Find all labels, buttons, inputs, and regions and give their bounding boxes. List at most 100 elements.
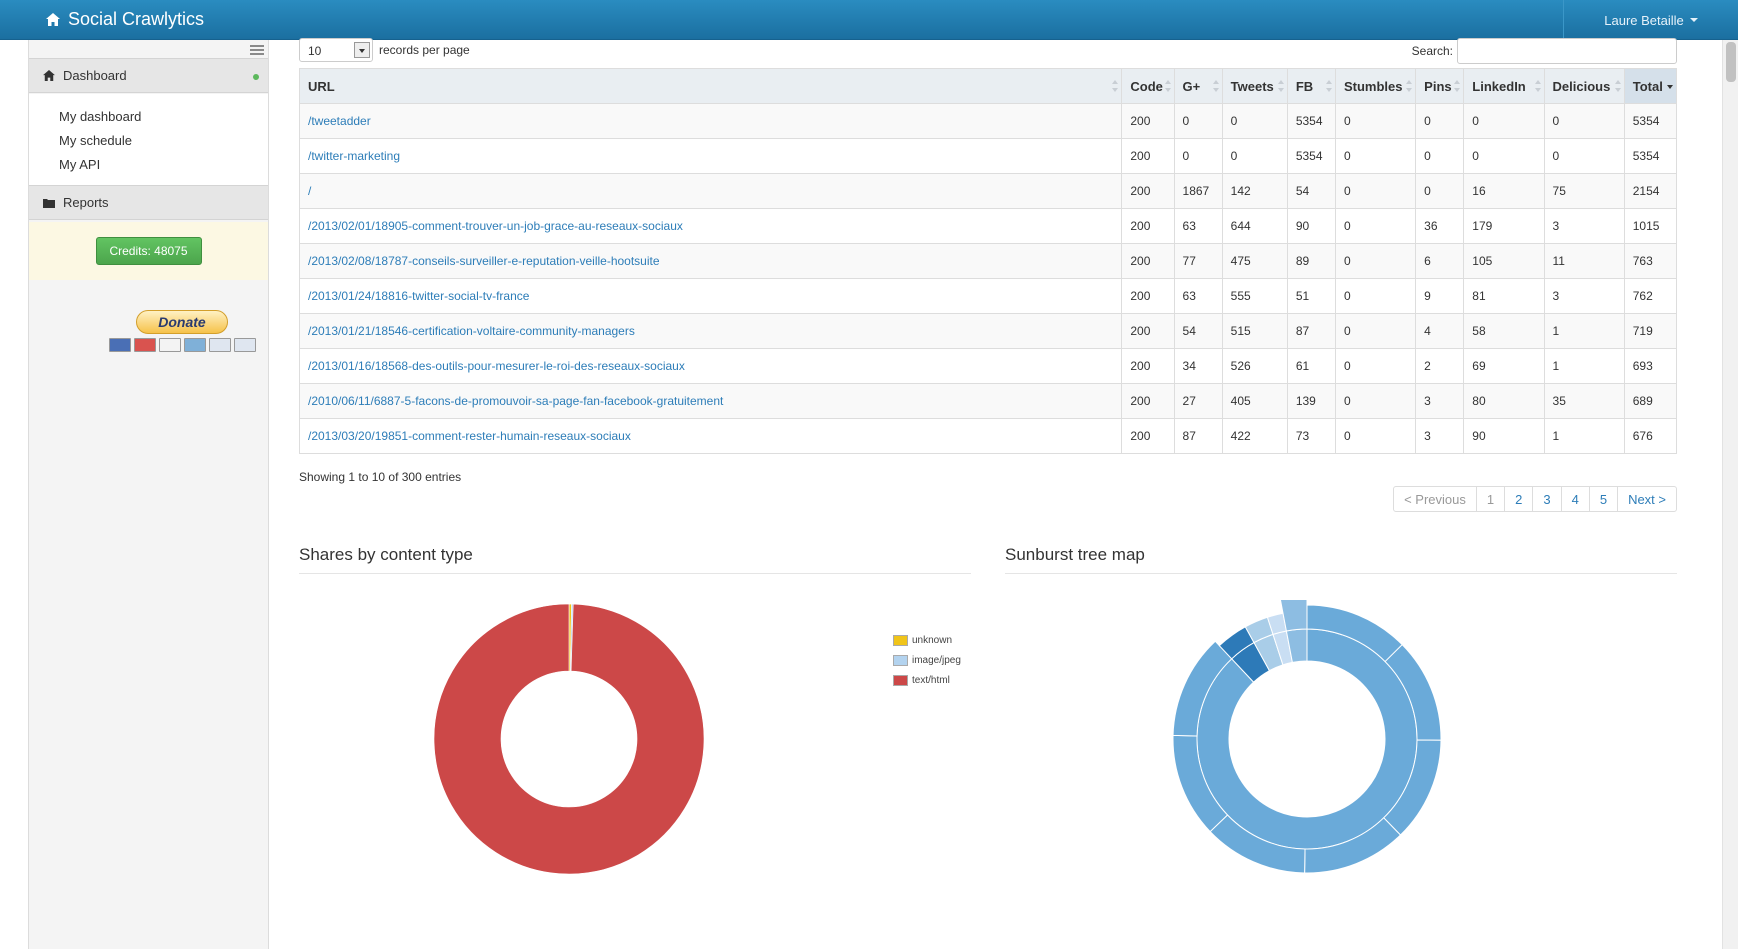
- table-row: /2013/02/08/18787-conseils-surveiller-e-…: [298, 243, 1678, 279]
- url-link[interactable]: /2013/03/20/19851-comment-rester-humain-…: [308, 429, 631, 443]
- url-link[interactable]: /2013/01/24/18816-twitter-social-tv-fran…: [308, 289, 530, 303]
- search-input[interactable]: [1457, 38, 1677, 64]
- url-link[interactable]: /: [308, 184, 312, 198]
- url-link[interactable]: /2013/01/16/18568-des-outils-pour-mesure…: [308, 359, 685, 373]
- page-scrollbar[interactable]: [1722, 40, 1738, 949]
- metric-cell: 63: [1173, 208, 1223, 244]
- page-1-current[interactable]: 1: [1475, 487, 1504, 511]
- page-3[interactable]: 3: [1532, 487, 1560, 511]
- column-header-pins[interactable]: Pins: [1415, 68, 1465, 104]
- legend-item[interactable]: image/jpeg: [893, 650, 961, 670]
- metric-cell: 1867: [1173, 173, 1223, 209]
- link-my-api[interactable]: My API: [59, 157, 101, 172]
- column-header-total[interactable]: Total: [1623, 68, 1678, 104]
- metric-cell: 5354: [1286, 103, 1336, 139]
- home-icon: [43, 70, 55, 81]
- sort-icon: [1164, 80, 1171, 92]
- url-link[interactable]: /2013/02/01/18905-comment-trouver-un-job…: [308, 219, 683, 233]
- status-dot-icon: [253, 74, 259, 80]
- sidebar-item-reports[interactable]: Reports: [29, 185, 268, 220]
- column-header-stumbles[interactable]: Stumbles: [1334, 68, 1417, 104]
- metric-cell: 75: [1543, 173, 1625, 209]
- legend-item[interactable]: unknown: [893, 630, 961, 650]
- search-label: Search:: [1411, 44, 1453, 58]
- table-body: /tweetadder 200 0 0 5354 0 0 0 0 5354/twitter-mar…: [298, 103, 1678, 454]
- table-search: Search:: [1412, 38, 1677, 64]
- column-header-delicious[interactable]: Delicious: [1543, 68, 1625, 104]
- shares-legend: unknown image/jpeg text/html: [893, 630, 961, 690]
- sort-icon: [1614, 80, 1621, 92]
- dashboard-submenu: My dashboard My schedule My API: [29, 94, 268, 185]
- metric-cell: 34: [1173, 348, 1223, 384]
- page-2[interactable]: 2: [1504, 487, 1532, 511]
- column-header-fb[interactable]: FB: [1286, 68, 1336, 104]
- metric-cell: 105: [1463, 243, 1545, 279]
- donate-button[interactable]: Donate: [136, 310, 228, 334]
- metric-cell: 51: [1286, 278, 1336, 314]
- sunburst-chart: [1172, 600, 1442, 874]
- sort-icon: [1406, 80, 1413, 92]
- metric-cell: 0: [1334, 103, 1417, 139]
- user-menu[interactable]: Laure Betaille: [1563, 0, 1738, 40]
- table-header-row: URL Code G+ Tweets FB Stumbles Pins LinkedIn Del…: [298, 68, 1678, 104]
- metric-cell: 200: [1121, 278, 1175, 314]
- column-header-label: FB: [1295, 78, 1314, 94]
- metric-cell: 179: [1463, 208, 1545, 244]
- credits-button[interactable]: Credits: 48075: [95, 237, 202, 265]
- column-header-linkedin[interactable]: LinkedIn: [1463, 68, 1545, 104]
- metric-cell: 644: [1221, 208, 1288, 244]
- sort-icon: [1534, 80, 1541, 92]
- brand-link[interactable]: Social Crawlytics: [46, 9, 204, 30]
- url-link[interactable]: /twitter-marketing: [308, 149, 401, 163]
- column-header-label: LinkedIn: [1472, 78, 1526, 94]
- chevron-down-icon: [1689, 18, 1698, 22]
- next-page-button[interactable]: Next >: [1617, 487, 1676, 511]
- metric-cell: 81: [1463, 278, 1545, 314]
- url-cell: /2013/01/24/18816-twitter-social-tv-fran…: [298, 278, 1123, 314]
- url-cell: /2013/03/20/19851-comment-rester-humain-…: [298, 418, 1123, 454]
- sidebar-toggle-icon[interactable]: [250, 45, 264, 55]
- metric-cell: 5354: [1623, 138, 1678, 174]
- column-header-code[interactable]: Code: [1121, 68, 1175, 104]
- metric-cell: 1015: [1623, 208, 1678, 244]
- legend-swatch: [893, 654, 908, 666]
- link-my-dashboard[interactable]: My dashboard: [59, 109, 142, 124]
- sunburst-inner-segment[interactable]: [1196, 628, 1418, 850]
- page-5[interactable]: 5: [1588, 487, 1617, 511]
- metric-cell: 676: [1623, 418, 1678, 454]
- link-my-schedule[interactable]: My schedule: [59, 133, 132, 148]
- page-length-select[interactable]: 10: [299, 38, 373, 62]
- table-row: /2013/01/16/18568-des-outils-pour-mesure…: [298, 348, 1678, 384]
- url-link[interactable]: /tweetadder: [308, 114, 371, 128]
- metric-cell: 142: [1221, 173, 1288, 209]
- donut-slice-text-html[interactable]: [433, 603, 705, 875]
- sidebar-item-dashboard[interactable]: Dashboard: [29, 58, 268, 93]
- metric-cell: 200: [1121, 243, 1175, 279]
- url-cell: /2013/02/08/18787-conseils-surveiller-e-…: [298, 243, 1123, 279]
- metric-cell: 200: [1121, 208, 1175, 244]
- metric-cell: 0: [1334, 173, 1417, 209]
- url-link[interactable]: /2010/06/11/6887-5-facons-de-promouvoir-…: [308, 394, 724, 408]
- column-header-tweets[interactable]: Tweets: [1221, 68, 1288, 104]
- metric-cell: 5354: [1623, 103, 1678, 139]
- legend-label: image/jpeg: [912, 654, 961, 666]
- url-link[interactable]: /2013/02/08/18787-conseils-surveiller-e-…: [308, 254, 660, 268]
- column-header-url[interactable]: URL: [298, 68, 1123, 104]
- scrollbar-thumb[interactable]: [1726, 42, 1736, 82]
- column-header-g[interactable]: G+: [1173, 68, 1223, 104]
- url-link[interactable]: /2013/01/21/18546-certification-voltaire…: [308, 324, 635, 338]
- url-cell: /2013/01/21/18546-certification-voltaire…: [298, 313, 1123, 349]
- metric-cell: 762: [1623, 278, 1678, 314]
- dropdown-arrow-icon: [354, 42, 370, 58]
- page-4[interactable]: 4: [1560, 487, 1589, 511]
- legend-item[interactable]: text/html: [893, 670, 961, 690]
- sort-icon: [1212, 80, 1219, 92]
- legend-label: text/html: [912, 674, 950, 686]
- legend-swatch: [893, 674, 908, 686]
- metric-cell: 0: [1334, 278, 1417, 314]
- metric-cell: 0: [1334, 348, 1417, 384]
- previous-page-button[interactable]: < Previous: [1404, 491, 1466, 507]
- sunburst-outer-segment[interactable]: [1279, 600, 1308, 632]
- home-icon: [46, 13, 60, 26]
- metric-cell: 90: [1286, 208, 1336, 244]
